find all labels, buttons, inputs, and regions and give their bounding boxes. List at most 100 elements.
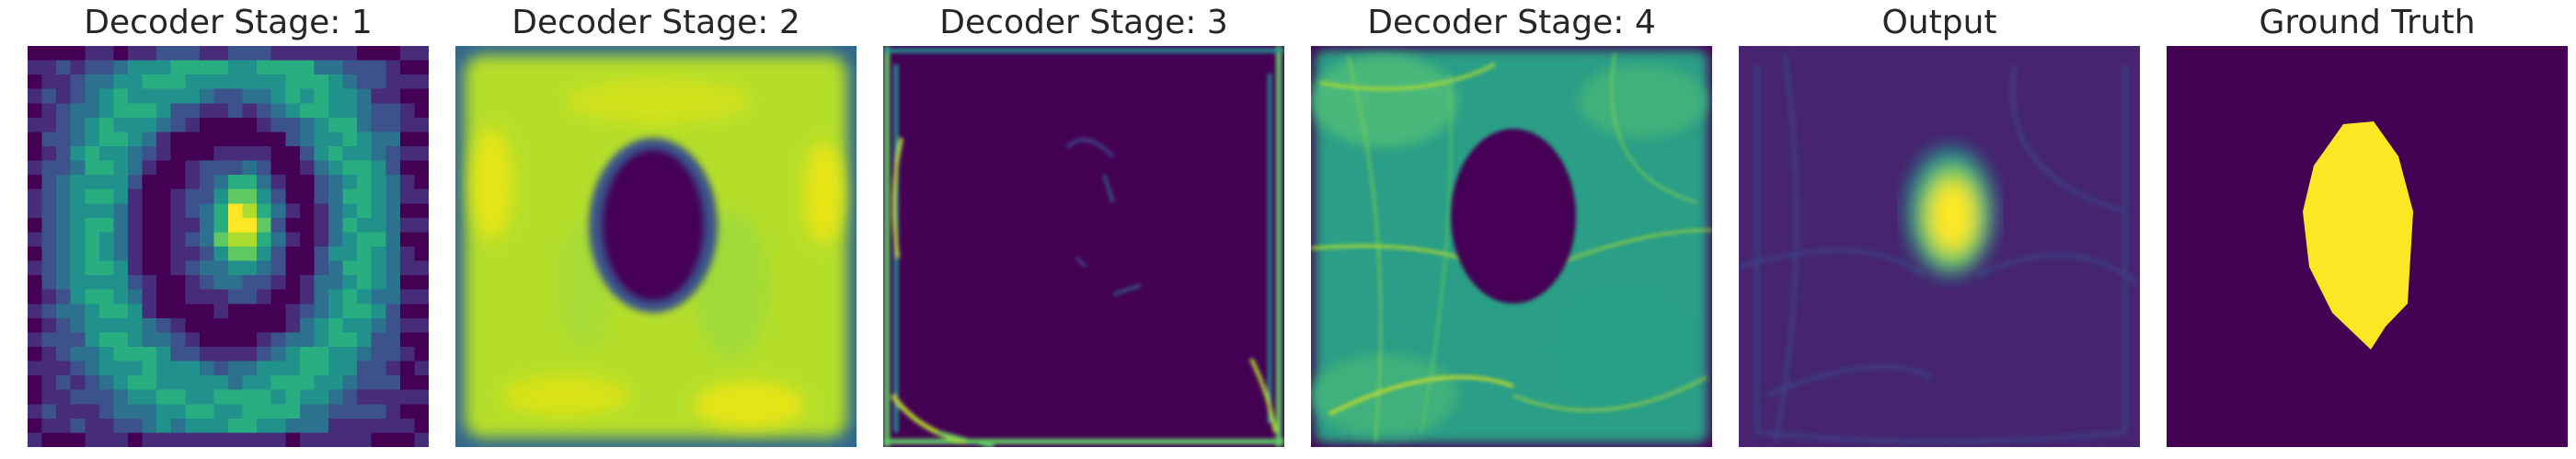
feature-cell xyxy=(56,317,72,333)
feature-cell xyxy=(299,175,315,190)
feature-cell xyxy=(270,160,286,176)
feature-cell xyxy=(299,232,315,247)
feature-cell xyxy=(270,375,286,391)
feature-cell xyxy=(113,88,129,104)
panel-title: Decoder Stage: 4 xyxy=(1367,4,1656,41)
feature-cell xyxy=(98,232,114,247)
feature-cell xyxy=(257,189,272,204)
feature-cell xyxy=(285,375,301,391)
feature-cell xyxy=(156,304,172,319)
feature-cell xyxy=(242,389,258,405)
feature-cell xyxy=(98,347,114,362)
feature-cell xyxy=(41,317,57,333)
feature-cell xyxy=(242,146,258,162)
feature-cell xyxy=(342,361,358,376)
feature-cell xyxy=(399,175,415,190)
feature-cell xyxy=(270,75,286,90)
feature-cell xyxy=(213,117,229,132)
feature-cell xyxy=(199,146,214,162)
feature-cell xyxy=(257,146,272,162)
feature-cell xyxy=(342,132,358,147)
feature-cell xyxy=(357,60,373,75)
feature-cell xyxy=(142,132,157,147)
feature-cell xyxy=(142,203,157,219)
feature-cell xyxy=(414,146,429,162)
feature-cell xyxy=(414,317,429,333)
feature-cell xyxy=(385,46,401,62)
feature-cell xyxy=(285,117,301,132)
feature-cell xyxy=(85,317,100,333)
feature-cell xyxy=(314,60,329,75)
feature-cell xyxy=(371,75,386,90)
feature-cell xyxy=(213,247,229,262)
feature-cell xyxy=(98,103,114,119)
feature-cell xyxy=(41,304,57,319)
feature-cell xyxy=(299,60,315,75)
feature-cell xyxy=(228,203,244,219)
feature-cell xyxy=(213,88,229,104)
feature-cell xyxy=(257,260,272,276)
feature-cell xyxy=(242,432,258,447)
feature-cell xyxy=(257,75,272,90)
feature-cell xyxy=(371,175,386,190)
feature-cell xyxy=(70,146,86,162)
feature-cell xyxy=(228,247,244,262)
feature-cell xyxy=(199,203,214,219)
feature-cell xyxy=(328,404,344,419)
feature-cell xyxy=(156,432,172,447)
feature-cell xyxy=(113,146,129,162)
feature-cell xyxy=(85,232,100,247)
feature-cell xyxy=(213,317,229,333)
feature-cell xyxy=(41,375,57,391)
feature-cell xyxy=(170,432,186,447)
feature-cell xyxy=(257,203,272,219)
feature-cell xyxy=(213,432,229,447)
feature-cell xyxy=(185,146,201,162)
feature-cell xyxy=(98,304,114,319)
feature-cell xyxy=(113,103,129,119)
feature-cell xyxy=(170,232,186,247)
feature-cell xyxy=(28,88,43,104)
feature-cell xyxy=(414,175,429,190)
feature-cell xyxy=(41,247,57,262)
feature-cell xyxy=(213,275,229,291)
feature-cell xyxy=(399,289,415,304)
feature-cell xyxy=(414,289,429,304)
feature-cell xyxy=(185,46,201,62)
feature-cell xyxy=(285,432,301,447)
feature-cell xyxy=(314,75,329,90)
feature-cell xyxy=(328,389,344,405)
feature-cell xyxy=(128,160,144,176)
feature-cell xyxy=(113,260,129,276)
feature-cell xyxy=(228,347,244,362)
feature-cell xyxy=(28,189,43,204)
feature-cell xyxy=(156,60,172,75)
feature-cell xyxy=(185,75,201,90)
feature-cell xyxy=(357,160,373,176)
feature-cell xyxy=(156,203,172,219)
feature-cell xyxy=(371,347,386,362)
feature-cell xyxy=(41,361,57,376)
feature-cell xyxy=(414,375,429,391)
feature-cell xyxy=(357,347,373,362)
feature-cell xyxy=(399,46,415,62)
feature-cell xyxy=(70,432,86,447)
feature-cell xyxy=(314,418,329,433)
feature-cell xyxy=(128,146,144,162)
feature-cell xyxy=(270,46,286,62)
feature-cell xyxy=(41,432,57,447)
feature-cell xyxy=(41,60,57,75)
feature-cell xyxy=(142,160,157,176)
feature-cell xyxy=(156,232,172,247)
feature-cell xyxy=(270,332,286,348)
feature-cell xyxy=(399,275,415,291)
feature-cell xyxy=(314,160,329,176)
feature-cell xyxy=(357,247,373,262)
feature-cell xyxy=(70,332,86,348)
feature-cell xyxy=(414,260,429,276)
feature-cell xyxy=(371,389,386,405)
feature-cell xyxy=(299,375,315,391)
feature-cell xyxy=(113,304,129,319)
feature-cell xyxy=(199,260,214,276)
feature-cell xyxy=(270,275,286,291)
